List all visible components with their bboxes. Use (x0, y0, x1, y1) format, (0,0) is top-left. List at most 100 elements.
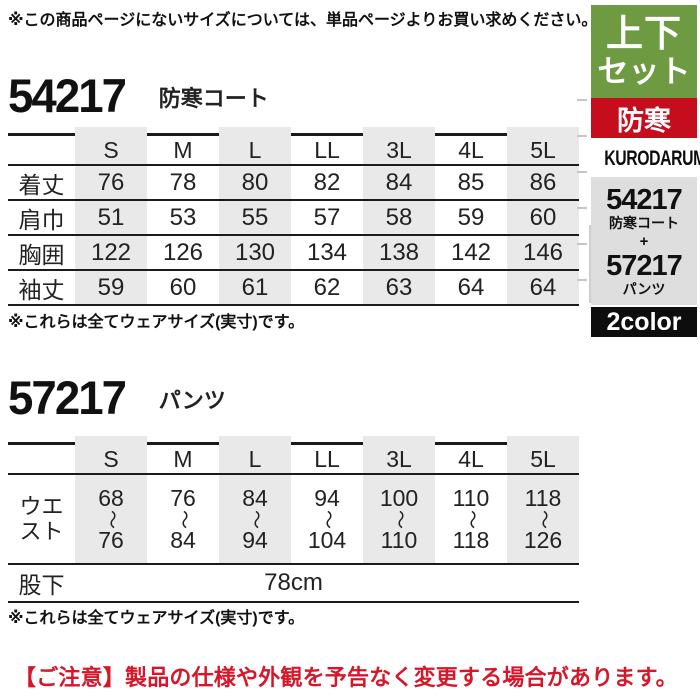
set-item2-code: 57217 (606, 249, 683, 282)
row-label: 股下 (18, 572, 65, 598)
measurement-cell: 126 (162, 239, 204, 266)
coat-table-row-length: 着丈 76 78 80 82 84 85 86 (8, 166, 579, 201)
size-header: 4L (458, 136, 484, 163)
set-item1-name: 防寒コート (609, 214, 679, 231)
coat-table-row-chest: 胸囲 122 126 130 134 138 142 146 (8, 236, 579, 271)
warm-badge: 防寒 (591, 98, 697, 138)
top-note: ※この商品ページにないサイズについては、単品ページよりお買い求めください。 (8, 12, 598, 29)
measurement-cell: 62 (313, 274, 341, 301)
set-item2-name: パンツ (622, 280, 666, 297)
range-wave: 〜 (101, 509, 123, 529)
size-header: L (248, 445, 262, 472)
measurement-cell: 60 (169, 274, 197, 301)
pants-size-table: S M L LL 3L 4L 5L ウエ スト 68 〜 76 76 〜 84 (8, 436, 579, 603)
row-label: 袖丈 (18, 277, 65, 303)
set-badge: 上下 セット (591, 5, 697, 98)
size-header: 3L (386, 136, 412, 163)
brand-logo: KURODARUMA (604, 147, 700, 170)
shade-col-3l (363, 127, 435, 306)
measurement-cell: 53 (169, 204, 197, 231)
measurement-cell: 146 (522, 239, 564, 266)
caution-notice: 【ご注意】製品の仕様や外観を予告なく変更する場合があります。 (14, 665, 678, 690)
waist-range-cell: 84 〜 94 (242, 484, 268, 553)
measurement-cell: 64 (529, 274, 557, 301)
measurement-cell: 61 (241, 274, 269, 301)
waist-range-cell: 118 〜 126 (523, 484, 563, 553)
inseam-value: 78cm (264, 569, 323, 596)
range-wave: 〜 (173, 509, 195, 529)
size-header: 4L (458, 445, 484, 472)
range-wave: 〜 (461, 509, 483, 529)
waist-range-cell: 68 〜 76 (98, 484, 124, 553)
measurement-cell: 59 (97, 274, 125, 301)
coat-product-name: 防寒コート (158, 86, 269, 111)
crop-tick-marks (577, 95, 591, 303)
measurement-cell: 86 (529, 169, 557, 196)
coat-product-code: 54217 (8, 69, 127, 122)
pants-table-row-inseam: 股下 78cm (8, 565, 579, 603)
shade-col-3l (363, 436, 435, 565)
size-header: LL (314, 445, 340, 472)
shade-col-5l (507, 436, 579, 565)
measurement-cell: 84 (385, 169, 413, 196)
measurement-cell: 130 (234, 239, 276, 266)
coat-section-title: 54217 防寒コート (8, 70, 269, 122)
plus-sign: + (639, 232, 649, 250)
size-header: 5L (530, 136, 556, 163)
measurement-cell: 58 (385, 204, 413, 231)
size-header: S (103, 136, 119, 163)
measurement-cell: 122 (90, 239, 132, 266)
shade-col-5l (507, 127, 579, 306)
measurement-cell: 78 (169, 169, 197, 196)
color-count-badge: 2color (591, 307, 697, 337)
shade-col-l (219, 436, 291, 565)
coat-table-header-row: S M L LL 3L 4L 5L (8, 136, 579, 166)
measurement-cell: 76 (97, 169, 125, 196)
coat-table-row-sleeve: 袖丈 59 60 61 62 63 64 64 (8, 271, 579, 306)
waist-range-cell: 94 〜 104 (307, 484, 347, 553)
waist-range-cell: 76 〜 84 (170, 484, 196, 553)
measurement-cell: 59 (457, 204, 485, 231)
pants-section-title: 57217 パンツ (8, 372, 226, 424)
measurement-cell: 134 (306, 239, 348, 266)
measurement-cell: 85 (457, 169, 485, 196)
size-header: S (103, 445, 119, 472)
size-header: L (248, 136, 262, 163)
size-header: M (173, 445, 193, 472)
row-label: ウエ スト (19, 494, 64, 544)
pants-product-code: 57217 (8, 371, 127, 424)
measurement-cell: 55 (241, 204, 269, 231)
size-header: 3L (386, 445, 412, 472)
range-wave: 〜 (245, 509, 267, 529)
measurement-cell: 64 (457, 274, 485, 301)
shade-col-l (219, 127, 291, 306)
range-wave: 〜 (533, 509, 555, 529)
pants-table-row-waist: ウエ スト 68 〜 76 76 〜 84 84 〜 94 94 〜 104 (8, 475, 579, 565)
range-wave: 〜 (317, 509, 339, 529)
waist-range-cell: 110 〜 118 (452, 484, 490, 553)
measurement-cell: 51 (97, 204, 125, 231)
row-label: 着丈 (18, 172, 65, 198)
set-item1-code: 54217 (606, 183, 683, 216)
measurement-cell: 138 (378, 239, 420, 266)
size-header: M (173, 136, 193, 163)
measurement-cell: 63 (385, 274, 413, 301)
shade-col-s (75, 127, 147, 306)
measurement-cell: 57 (313, 204, 341, 231)
size-header: 5L (530, 445, 556, 472)
coat-table-row-shoulder: 肩巾 51 53 55 57 58 59 60 (8, 201, 579, 236)
row-label: 肩巾 (18, 207, 65, 233)
range-wave: 〜 (389, 509, 411, 529)
coat-size-table: S M L LL 3L 4L 5L 着丈 76 78 80 82 84 85 8… (8, 127, 579, 306)
row-label: 胸囲 (18, 242, 65, 268)
pants-product-name: パンツ (158, 388, 226, 413)
pants-table-header-row: S M L LL 3L 4L 5L (8, 445, 579, 475)
measurement-cell: 80 (241, 169, 269, 196)
measurement-cell: 60 (529, 204, 557, 231)
set-contents-box: 54217 防寒コート + 57217 パンツ (591, 177, 697, 305)
waist-range-cell: 100 〜 110 (379, 484, 419, 553)
measurement-cell: 82 (313, 169, 341, 196)
measurement-cell: 142 (450, 239, 492, 266)
shade-col-s (75, 436, 147, 565)
